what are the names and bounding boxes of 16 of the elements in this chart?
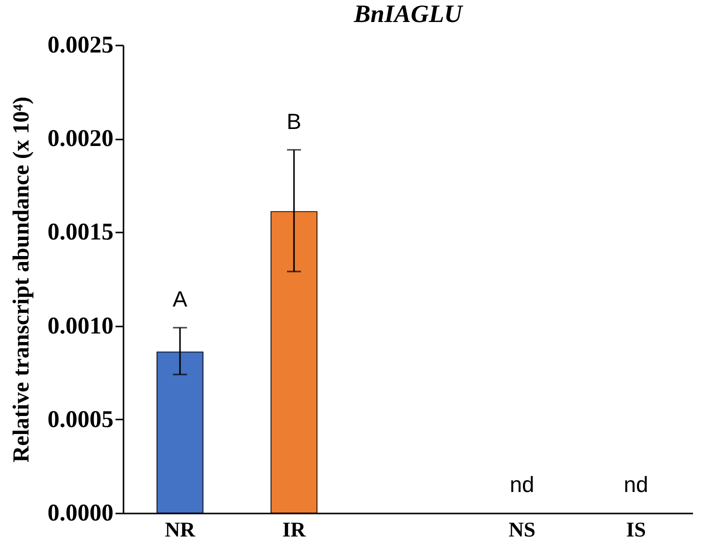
y-tick-label: 0.0000 xyxy=(48,500,114,526)
annotation: nd xyxy=(510,472,534,497)
chart-title: BnIAGLU xyxy=(352,1,464,28)
y-tick-label: 0.0020 xyxy=(48,126,114,152)
annotation: B xyxy=(286,108,302,134)
y-tick-label: 0.0005 xyxy=(48,406,114,433)
x-tick-label: NR xyxy=(164,518,196,542)
x-tick-label: NS xyxy=(508,518,536,542)
y-tick-label: 0.0010 xyxy=(48,313,114,340)
x-tick-label: IS xyxy=(626,518,646,542)
annotation: nd xyxy=(624,472,648,497)
y-tick-label: 0.0025 xyxy=(48,32,114,58)
x-tick-label: IR xyxy=(282,518,306,542)
annotation: A xyxy=(172,286,188,312)
y-axis-title: Relative transcript abundance (x 10⁴) xyxy=(8,96,34,462)
y-tick-label: 0.0015 xyxy=(48,220,114,246)
